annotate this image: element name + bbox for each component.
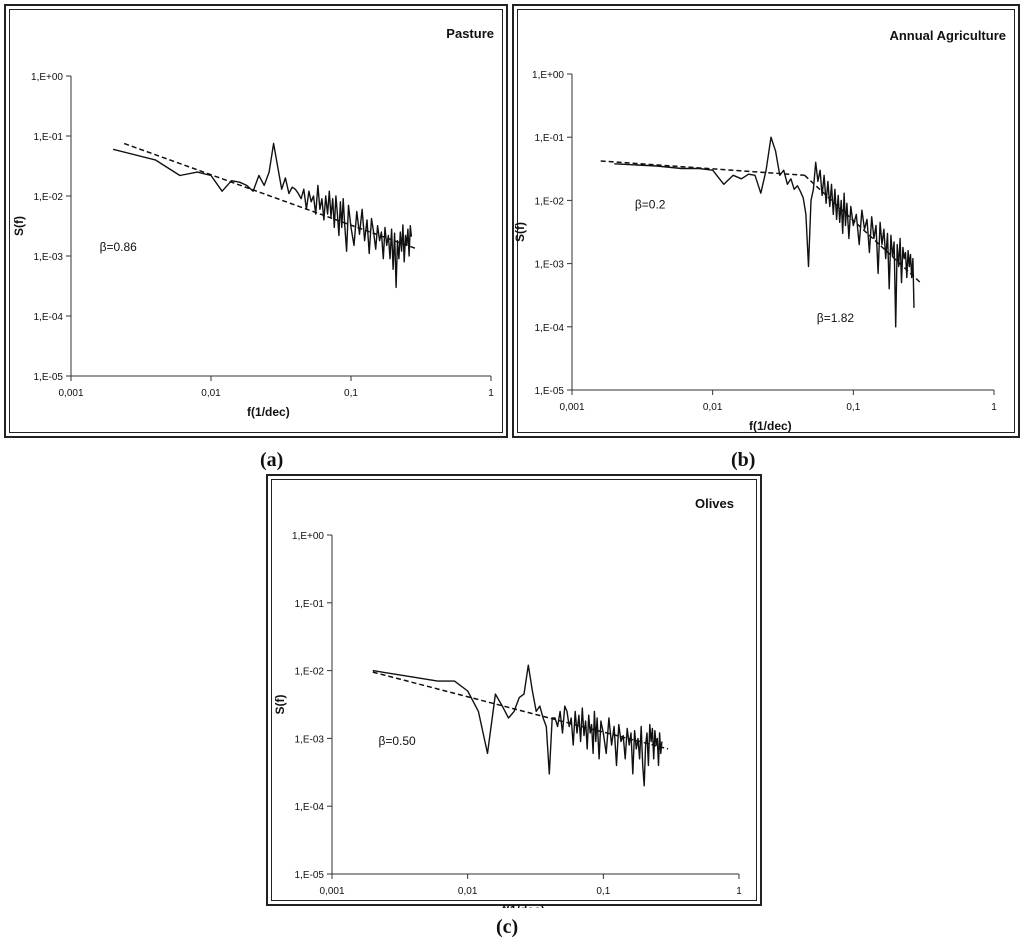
y-tick-label: 1,E-05: [535, 386, 565, 397]
x-tick-label: 0,01: [703, 402, 723, 413]
x-tick-label: 0,001: [58, 388, 83, 399]
y-tick-label: 1,E-02: [34, 192, 64, 203]
caption-b: (b): [731, 449, 756, 471]
x-tick-label: 1: [736, 886, 742, 897]
trend-line: [600, 160, 805, 177]
y-tick-label: 1,E-02: [295, 667, 325, 678]
y-tick-label: 1,E-03: [535, 260, 565, 271]
x-tick-label: 1: [488, 388, 494, 399]
y-tick-label: 1,E-04: [535, 323, 565, 334]
x-axis-title: f(1/dec): [502, 903, 545, 908]
spectrum-line: [112, 142, 413, 289]
x-tick-label: 0,01: [458, 886, 478, 897]
trend-line: [372, 671, 669, 750]
y-tick-label: 1,E-04: [295, 802, 325, 813]
beta-annotation: β=0.2: [635, 197, 666, 211]
x-tick-label: 0,001: [319, 886, 344, 897]
beta-annotation: β=0.50: [378, 734, 416, 748]
y-tick-label: 1,E-05: [34, 372, 64, 383]
spectrum-line: [614, 136, 915, 328]
y-tick-label: 1,E-03: [34, 252, 64, 263]
spectrum-line: [372, 664, 663, 787]
y-axis-title: S(f): [514, 222, 527, 242]
y-tick-label: 1,E-05: [295, 870, 325, 881]
y-tick-label: 1,E-01: [295, 599, 325, 610]
y-tick-label: 1,E+00: [292, 531, 324, 542]
y-tick-label: 1,E+00: [532, 70, 564, 81]
x-tick-label: 1: [991, 402, 997, 413]
chart-title: Annual Agriculture: [889, 28, 1006, 43]
y-tick-label: 1,E-01: [34, 132, 64, 143]
chart-svg-pasture: 1,E-05 1,E-04 1,E-03 1,E-02 1,E-01 1,E+00 0,00…: [12, 26, 494, 419]
beta-annotation: β=1.82: [817, 311, 855, 325]
x-tick-label: 0,1: [846, 402, 860, 413]
chart-panel-inner: [271, 479, 757, 901]
x-axis-title: f(1/dec): [247, 405, 290, 419]
y-axis-title: S(f): [12, 216, 26, 236]
chart-panel-pasture: 1,E-05 1,E-04 1,E-03 1,E-02 1,E-01 1,E+00 0,00…: [4, 4, 508, 438]
chart-svg-annual-agriculture: 1,E-05 1,E-04 1,E-03 1,E-02 1,E-01 1,E+00 0,00…: [514, 28, 1006, 433]
x-tick-label: 0,1: [596, 886, 610, 897]
caption-c: (c): [496, 916, 519, 938]
y-tick-label: 1,E+00: [31, 72, 63, 83]
caption-a: (a): [260, 449, 284, 471]
y-axis-title: S(f): [273, 695, 287, 715]
chart-panel-inner: [9, 9, 503, 433]
x-tick-label: 0,01: [201, 388, 221, 399]
y-tick-label: 1,E-04: [34, 312, 64, 323]
y-tick-label: 1,E-01: [535, 133, 565, 144]
chart-svg-olives: 1,E-05 1,E-04 1,E-03 1,E-02 1,E-01 1,E+00 0,00…: [273, 496, 742, 908]
y-tick-label: 1,E-03: [295, 734, 325, 745]
trend-line: [804, 174, 921, 284]
chart-title: Pasture: [446, 26, 494, 41]
trend-line: [123, 142, 419, 250]
beta-annotation: β=0.86: [100, 240, 138, 254]
chart-panel-inner: [517, 9, 1015, 433]
chart-title: Olives: [695, 496, 734, 511]
y-tick-label: 1,E-02: [535, 196, 565, 207]
x-tick-label: 0,001: [559, 402, 584, 413]
chart-panel-olives: 1,E-05 1,E-04 1,E-03 1,E-02 1,E-01 1,E+00 0,00…: [266, 474, 762, 908]
x-axis-title: f(1/dec): [749, 419, 792, 433]
chart-panel-annual-agriculture: 1,E-05 1,E-04 1,E-03 1,E-02 1,E-01 1,E+00 0,00…: [512, 4, 1020, 438]
x-tick-label: 0,1: [344, 388, 358, 399]
